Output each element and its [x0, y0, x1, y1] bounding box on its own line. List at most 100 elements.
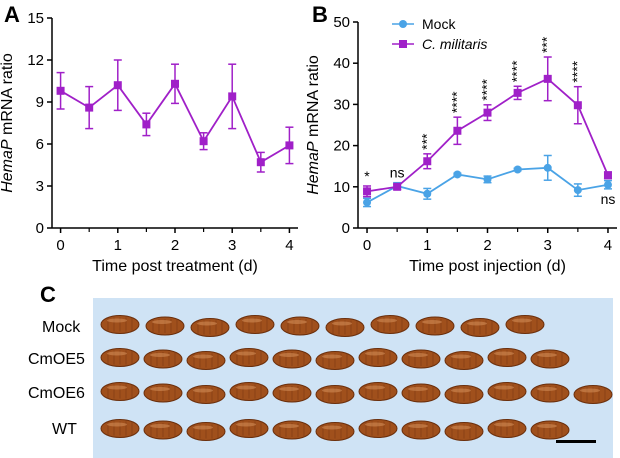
pupa-highlight — [193, 388, 213, 393]
pupa — [370, 315, 410, 334]
data-point — [513, 165, 522, 174]
pupa — [100, 315, 140, 334]
pupa — [100, 382, 140, 401]
pupa-highlight — [197, 321, 217, 326]
pupa-highlight — [193, 425, 213, 430]
x-tick-label: 2 — [171, 237, 179, 254]
y-tick-label: 9 — [36, 94, 44, 111]
pupa — [272, 420, 312, 440]
pupa-highlight — [408, 387, 428, 391]
data-point — [56, 86, 65, 95]
y-axis-title-rest: mRNA ratio — [0, 53, 16, 139]
data-point — [423, 189, 432, 198]
data-point — [85, 103, 94, 112]
series-c-militaris — [363, 56, 612, 198]
y-axis-title-rest: mRNA ratio — [305, 55, 322, 141]
data-point — [513, 88, 522, 97]
row-label-cmoe6: CmOE6 — [28, 385, 85, 402]
pupa — [100, 419, 140, 438]
pupa-highlight — [107, 385, 127, 390]
pupa-highlight — [107, 318, 127, 323]
pupa-highlight — [377, 318, 397, 323]
pupa — [358, 419, 398, 438]
pupa-highlight — [150, 424, 170, 428]
pupa-highlight — [408, 353, 428, 357]
pupa-highlight — [494, 385, 514, 390]
pupa — [444, 351, 484, 370]
x-tick-label: 2 — [483, 237, 491, 254]
y-axis-title: HemaP mRNA ratio — [0, 53, 16, 193]
y-tick-label: 10 — [333, 179, 350, 196]
data-point — [393, 182, 402, 191]
pupa — [229, 348, 269, 367]
row-label-mock: Mock — [42, 319, 81, 336]
data-point — [285, 141, 294, 150]
data-point — [113, 81, 122, 90]
x-tick-label: 4 — [604, 237, 612, 254]
pupa — [530, 383, 570, 403]
y-tick-label: 12 — [27, 52, 44, 69]
pupa — [573, 385, 613, 404]
legend-label-mock: Mock — [422, 16, 456, 32]
data-point — [603, 180, 612, 189]
significance-label: **** — [569, 60, 585, 82]
pupa — [272, 383, 312, 403]
pupa-highlight — [279, 424, 299, 428]
significance-label: **** — [509, 60, 525, 82]
pupa — [401, 420, 441, 440]
legend-marker-mock — [399, 20, 407, 28]
pupa-highlight — [279, 387, 299, 391]
pupa-highlight — [236, 351, 256, 356]
panel-b-plot: 0 10 20 30 40 50 0 1 2 3 4 Time post injection (d) H… — [305, 14, 617, 275]
pupa — [235, 315, 275, 334]
pupa-highlight — [467, 321, 487, 326]
y-axis-title-gene: HemaP — [0, 139, 16, 193]
x-tick-label: 3 — [228, 237, 236, 254]
data-point — [483, 175, 492, 184]
pupa-highlight — [451, 388, 471, 393]
significance-label: *** — [418, 133, 434, 150]
pupa-highlight — [408, 424, 428, 428]
row-labels: Mock CmOE5 CmOE6 WT — [28, 319, 85, 438]
x-tick-label: 4 — [285, 237, 293, 254]
pupa — [315, 351, 355, 370]
panel-b: B 0 10 20 30 40 50 0 1 2 3 4 Time post injection (d… — [305, 2, 617, 275]
pupa — [530, 420, 570, 440]
pupa-highlight — [512, 318, 532, 323]
pupa-highlight — [580, 388, 600, 393]
row-label-cmoe5: CmOE5 — [28, 351, 85, 368]
pupa — [530, 349, 570, 369]
pupa-highlight — [365, 422, 385, 427]
pupa-highlight — [365, 385, 385, 390]
pupa — [143, 383, 183, 403]
pupa-highlight — [332, 321, 352, 326]
pupa-highlight — [365, 351, 385, 356]
pupa-highlight — [537, 424, 557, 428]
data-point — [171, 79, 179, 88]
data-point — [543, 74, 552, 83]
y-tick-label: 15 — [27, 10, 44, 27]
data-point — [142, 120, 151, 129]
pupa-highlight — [287, 320, 307, 324]
pupa — [315, 422, 355, 441]
pupa — [487, 419, 527, 438]
y-tick-label: 0 — [36, 220, 44, 237]
pupa — [505, 315, 545, 334]
x-axis-title: Time post injection (d) — [409, 258, 566, 275]
significance-label: *** — [539, 36, 555, 53]
series-mock — [363, 154, 612, 208]
x-tick-label: 0 — [363, 237, 371, 254]
pupa — [229, 419, 269, 438]
y-tick-label: 20 — [333, 138, 350, 155]
pupa-highlight — [494, 422, 514, 427]
pupa-highlight — [537, 387, 557, 391]
pupa — [145, 316, 185, 336]
pupa-highlight — [537, 353, 557, 357]
pupae — [100, 315, 613, 441]
significance-label: * — [364, 168, 370, 184]
pupa-highlight — [107, 422, 127, 427]
data-point — [483, 108, 492, 117]
pupa — [444, 385, 484, 404]
row-label-wt: WT — [52, 421, 77, 438]
